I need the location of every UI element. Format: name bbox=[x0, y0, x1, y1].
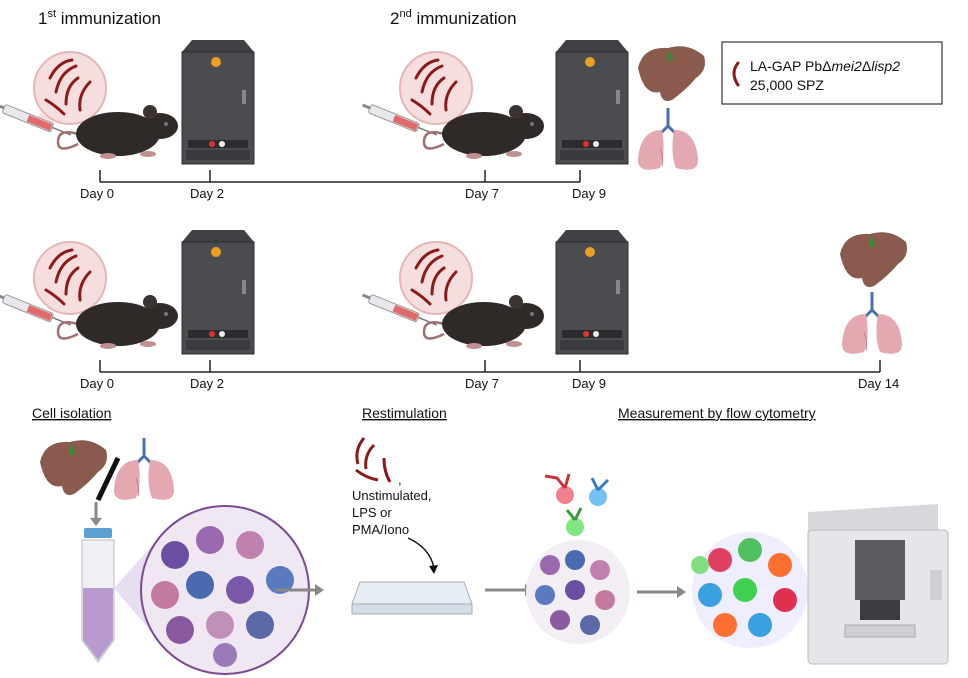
timeline2-day: Day 14 bbox=[858, 376, 899, 391]
liver-icon bbox=[40, 440, 107, 495]
liver-icon bbox=[840, 232, 907, 287]
first-immunization-heading: 1st immunization bbox=[38, 8, 161, 28]
timeline-1 bbox=[99, 170, 581, 183]
imaging-chamber-icon bbox=[181, 229, 255, 355]
imaging-chamber-icon bbox=[555, 39, 629, 165]
legend-strain: LA-GAP PbΔmei2Δlisp2 bbox=[750, 58, 900, 74]
timeline-2 bbox=[99, 360, 881, 373]
imaging-chamber-icon bbox=[555, 229, 629, 355]
row2-illustrations bbox=[0, 229, 907, 356]
timeline2-day: Day 7 bbox=[465, 376, 499, 391]
sporozoite-icon bbox=[398, 50, 474, 126]
second-immunization-heading: 2nd immunization bbox=[390, 8, 517, 28]
timeline2-day: Day 2 bbox=[190, 376, 224, 391]
stimulus-option: LPS or bbox=[352, 505, 392, 520]
stimulus-option: PMA/Iono bbox=[352, 522, 409, 537]
row1-illustrations bbox=[0, 39, 705, 172]
well-plate-icon bbox=[351, 581, 473, 615]
measurement-illustration bbox=[526, 473, 949, 665]
lungs-icon bbox=[112, 436, 176, 502]
antibody-icon bbox=[589, 477, 610, 506]
parasite-icon bbox=[732, 61, 740, 87]
svg-text:,: , bbox=[398, 472, 402, 487]
stimulus-option: Unstimulated, bbox=[352, 488, 431, 503]
flow-cytometer-icon bbox=[807, 504, 949, 665]
antibody-icon bbox=[544, 473, 574, 504]
cell-isolation-illustration bbox=[40, 436, 326, 675]
section-cell-isolation: Cell isolation bbox=[32, 405, 111, 421]
sporozoite-icon bbox=[398, 240, 474, 316]
timeline1-day: Day 2 bbox=[190, 186, 224, 201]
legend: LA-GAP PbΔmei2Δlisp2 25,000 SPZ bbox=[721, 41, 943, 105]
timeline1-day: Day 9 bbox=[572, 186, 606, 201]
timeline2-day: Day 0 bbox=[80, 376, 114, 391]
timeline1-day: Day 0 bbox=[80, 186, 114, 201]
lungs-icon bbox=[840, 290, 904, 356]
antibody-icon bbox=[565, 507, 584, 536]
timeline1-day: Day 7 bbox=[465, 186, 499, 201]
sporozoite-icon bbox=[32, 240, 108, 316]
sporozoite-icon bbox=[32, 50, 108, 126]
section-restimulation: Restimulation bbox=[362, 405, 447, 421]
liver-icon bbox=[638, 46, 705, 101]
restimulation-illustration: , Unstimulated, LPS or PMA/Iono bbox=[351, 437, 536, 615]
slash-divider bbox=[95, 456, 121, 502]
tube-icon bbox=[81, 528, 115, 663]
timeline2-day: Day 9 bbox=[572, 376, 606, 391]
legend-dose: 25,000 SPZ bbox=[750, 77, 824, 93]
lungs-icon bbox=[636, 106, 700, 172]
imaging-chamber-icon bbox=[181, 39, 255, 165]
section-measurement: Measurement by flow cytometry bbox=[618, 405, 816, 421]
